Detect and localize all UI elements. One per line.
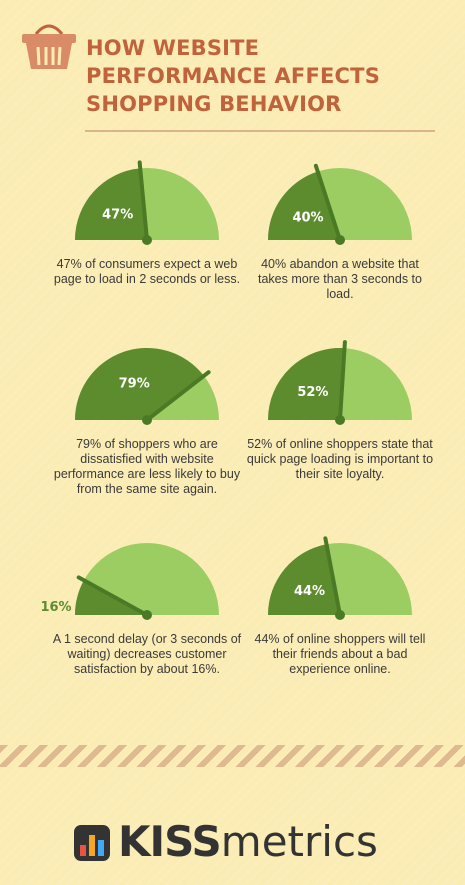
bar-chart-logo-icon <box>74 825 110 861</box>
title-line: HOW WEBSITE <box>86 36 260 60</box>
gauge-needle <box>76 575 149 617</box>
gauge-meter: 79% <box>75 348 219 425</box>
gauge-meter: 47% <box>75 160 219 245</box>
gauge-needle <box>145 370 211 422</box>
stat-card: 16% A 1 second delay (or 3 seconds of wa… <box>40 540 242 700</box>
gauge-meter: 44% <box>268 536 412 620</box>
gauge-needle <box>313 163 342 242</box>
gauge-percent-label: 44% <box>294 584 325 599</box>
gauge-percent-label: 79% <box>119 377 150 392</box>
stat-description: A 1 second delay (or 3 seconds of waitin… <box>52 632 242 676</box>
header: HOW WEBSITE PERFORMANCE AFFECTS SHOPPING… <box>18 14 448 139</box>
gauge-pivot <box>335 415 345 425</box>
gauge-value-fill <box>75 348 204 420</box>
gauge-value-fill <box>75 168 147 240</box>
gauge-meter: 52% <box>268 340 412 425</box>
gauge-value-fill <box>268 347 345 420</box>
title-line: PERFORMANCE AFFECTS <box>86 64 381 88</box>
decorative-stripe-divider <box>0 745 465 767</box>
gauge-needle <box>137 160 149 242</box>
gauge-pivot <box>335 610 345 620</box>
gauge-percent-label: 47% <box>102 207 133 222</box>
gauge-meter: 40% <box>268 163 412 245</box>
gauge-pivot <box>142 610 152 620</box>
stat-description: 44% of online shoppers will tell their f… <box>254 632 426 676</box>
stat-card: 44% 44% of online shoppers will tell the… <box>245 536 435 700</box>
stat-card: 47% 47% of consumers expect a web page t… <box>52 160 242 325</box>
gauge-meter: 16% <box>40 543 219 620</box>
gauge-pivot <box>142 235 152 245</box>
kissmetrics-logo: KISSmetrics <box>72 815 412 867</box>
stat-description: 40% abandon a website that takes more th… <box>258 257 422 301</box>
logo-regular-text: metrics <box>220 817 378 866</box>
gauge-percent-label: 40% <box>292 211 323 226</box>
title-divider <box>85 130 435 132</box>
stat-description: 47% of consumers expect a web page to lo… <box>53 257 241 286</box>
logo-wordmark: KISSmetrics <box>118 817 378 867</box>
gauge-needle <box>323 536 342 617</box>
gauge-pivot <box>142 415 152 425</box>
stat-card: 52% 52% of online shoppers state that qu… <box>245 340 435 505</box>
gauge-needle <box>338 340 347 422</box>
gauge-pivot <box>335 235 345 245</box>
gauge-percent-label: 16% <box>40 600 71 615</box>
title-line: SHOPPING BEHAVIOR <box>86 92 342 116</box>
stat-card: 79% 79% of shoppers who are dissatisfied… <box>52 345 242 505</box>
logo-bold-text: KISS <box>118 817 222 866</box>
stat-description: 52% of online shoppers state that quick … <box>246 437 434 481</box>
stat-card: 40% 40% abandon a website that takes mor… <box>245 163 435 325</box>
page-title: HOW WEBSITE PERFORMANCE AFFECTS SHOPPING… <box>86 34 380 118</box>
stat-description: 79% of shoppers who are dissatisfied wit… <box>53 437 241 496</box>
gauge-value-fill <box>268 544 340 615</box>
shopping-basket-icon <box>22 24 76 69</box>
gauge-percent-label: 52% <box>297 385 328 400</box>
